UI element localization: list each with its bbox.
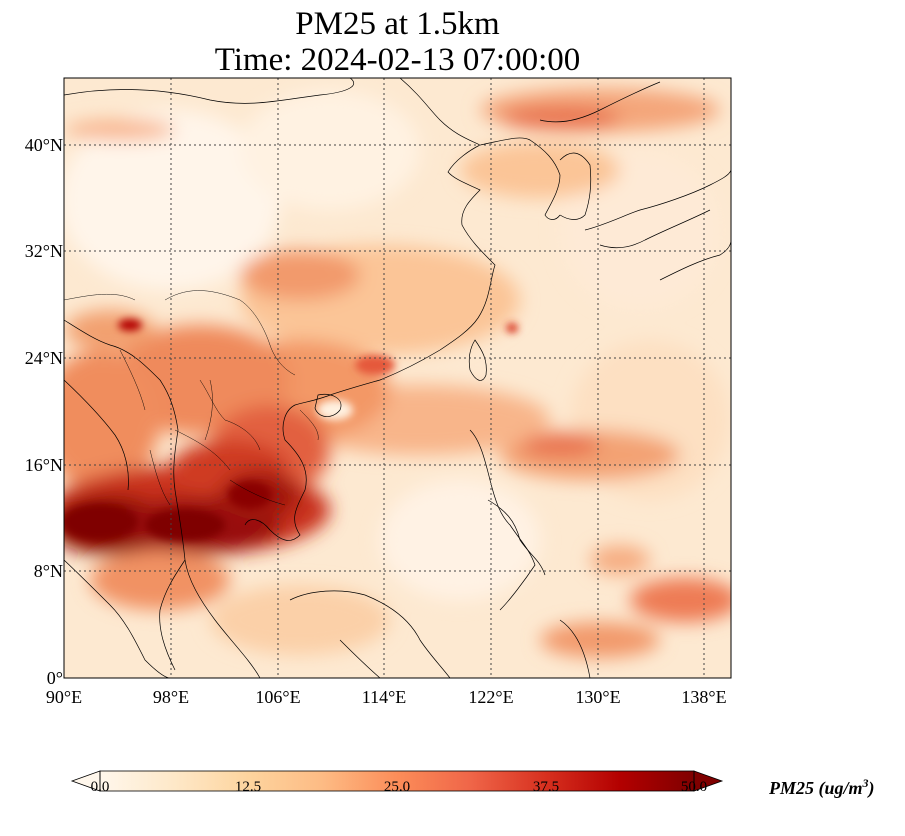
colorbar-tick-37-5: 37.5 <box>532 779 560 795</box>
map-subtitle-time: Time: 2024-02-13 07:00:00 <box>214 42 581 78</box>
lon-label-122e: 122°E <box>468 687 514 707</box>
lon-label-130e: 130°E <box>575 687 621 707</box>
colorbar-tick-12-5: 12.5 <box>234 779 262 795</box>
coastlines <box>64 78 731 678</box>
map-title: PM25 at 1.5km <box>295 6 500 42</box>
colorbar-tick-50: 50.0 <box>680 779 708 795</box>
colorbar-tick-0: 0.0 <box>90 779 110 795</box>
lon-label-90e: 90°E <box>45 687 83 707</box>
lat-label-0: 0° <box>46 668 63 688</box>
colorbar-title: PM25 (ug/m3) <box>769 776 875 798</box>
colorbar-gradient <box>100 771 694 791</box>
lat-label-40n: 40°N <box>24 135 63 155</box>
lon-label-114e: 114°E <box>361 687 407 707</box>
pm25-field <box>64 78 731 678</box>
lat-label-32n: 32°N <box>24 241 63 261</box>
lon-label-106e: 106°E <box>255 687 301 707</box>
lat-label-16n: 16°N <box>24 455 63 475</box>
colorbar <box>70 770 724 792</box>
lon-label-138e: 138°E <box>681 687 727 707</box>
lat-label-8n: 8°N <box>33 561 63 581</box>
lat-label-24n: 24°N <box>24 348 63 368</box>
gridlines <box>64 78 731 678</box>
map-frame <box>63 77 732 679</box>
colorbar-tick-25: 25.0 <box>383 779 411 795</box>
lon-label-98e: 98°E <box>152 687 190 707</box>
